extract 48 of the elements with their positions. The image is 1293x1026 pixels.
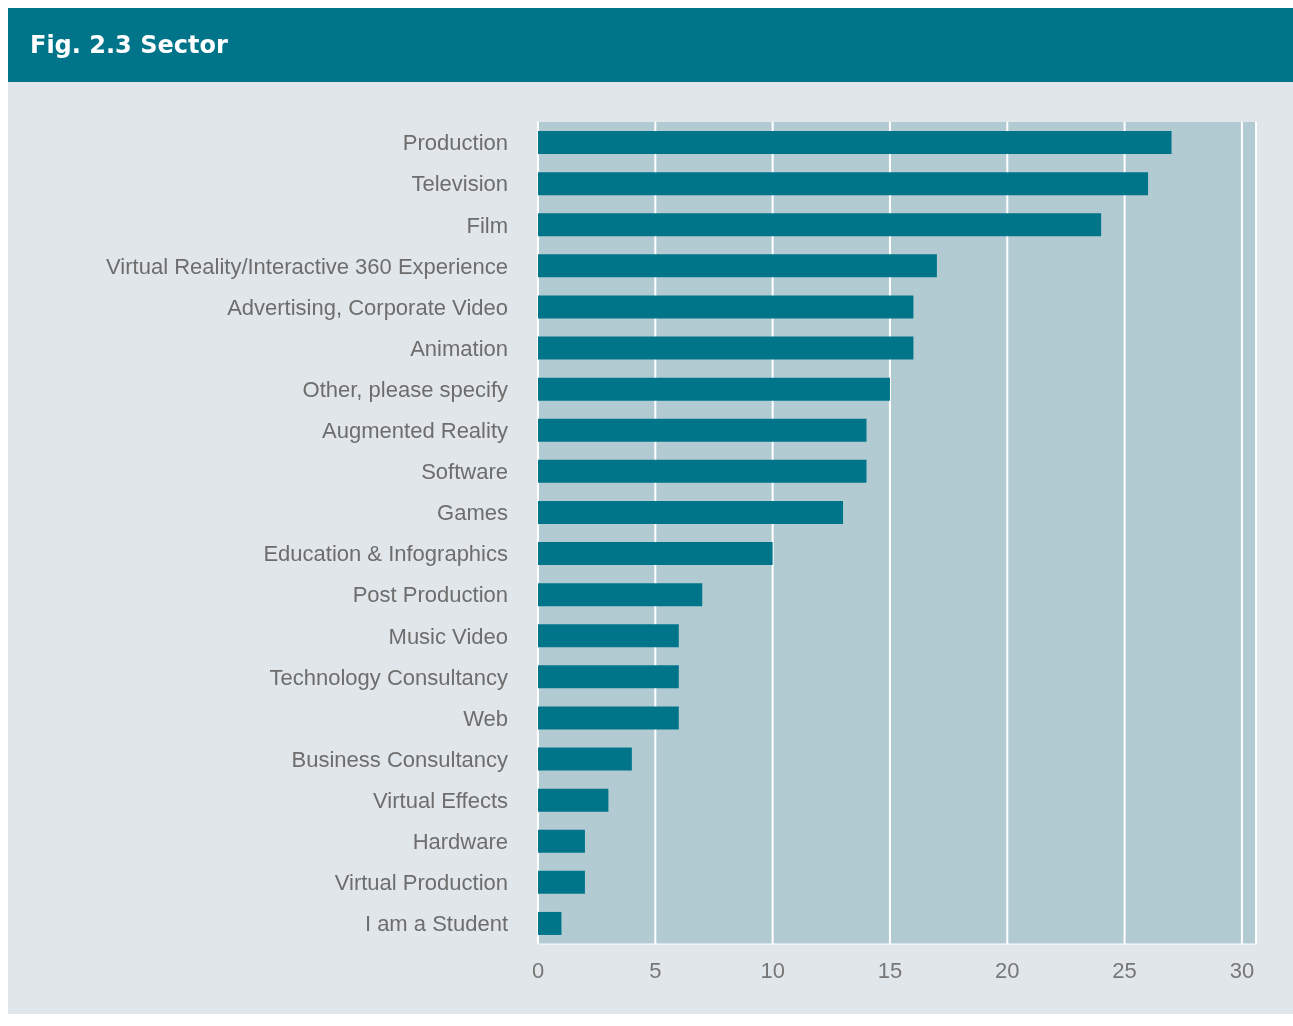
x-tick-label: 0 bbox=[531, 957, 545, 983]
bar bbox=[538, 542, 773, 566]
y-tick-label: I am a Student bbox=[364, 911, 508, 937]
text: Fig. 2.3 Sector bbox=[8, 8, 1293, 82]
bar bbox=[538, 583, 703, 607]
y-tick-label: Production bbox=[402, 130, 508, 156]
y-tick-label: Software bbox=[421, 459, 508, 485]
x-tick-label: 30 bbox=[1229, 957, 1255, 983]
bar bbox=[538, 336, 914, 360]
x-tick-label: 25 bbox=[1112, 957, 1137, 983]
y-tick-label: Television bbox=[411, 171, 508, 197]
y-tick-label: Hardware bbox=[412, 829, 508, 855]
bar bbox=[538, 911, 562, 935]
bar bbox=[538, 706, 679, 730]
y-tick-label: Virtual Reality/Interactive 360 Experience bbox=[106, 253, 508, 279]
y-tick-label: Post Production bbox=[352, 582, 508, 608]
y-tick-label: Augmented Reality bbox=[322, 418, 508, 444]
x-tick-label: 20 bbox=[995, 957, 1020, 983]
y-tick-label: Music Video bbox=[388, 623, 508, 649]
bar bbox=[538, 747, 632, 771]
bar bbox=[538, 500, 844, 524]
bar bbox=[538, 377, 890, 401]
y-tick-label: Animation bbox=[410, 335, 508, 361]
bar bbox=[538, 213, 1102, 237]
y-tick-label: Advertising, Corporate Video bbox=[227, 294, 508, 320]
bar bbox=[538, 624, 679, 648]
y-tick-label: Technology Consultancy bbox=[269, 664, 508, 690]
y-tick-label: Virtual Production bbox=[334, 870, 508, 896]
bar bbox=[538, 131, 1172, 155]
y-tick-label: Other, please specify bbox=[302, 376, 508, 402]
x-tick-label: 15 bbox=[877, 957, 903, 983]
bar bbox=[538, 829, 585, 853]
y-tick-label: Education & Infographics bbox=[263, 541, 508, 567]
y-tick-label: Web bbox=[463, 705, 508, 731]
x-tick-label: 5 bbox=[649, 957, 662, 983]
x-tick-label: 10 bbox=[760, 957, 785, 983]
y-tick-label: Business Consultancy bbox=[291, 746, 508, 772]
y-tick-label: Film bbox=[466, 212, 508, 238]
bar bbox=[538, 295, 914, 319]
bar bbox=[538, 788, 609, 812]
y-tick-label: Games bbox=[437, 500, 508, 526]
bar bbox=[538, 870, 585, 894]
y-tick-label: Virtual Effects bbox=[373, 787, 508, 813]
bar bbox=[538, 459, 867, 483]
bar bbox=[538, 418, 867, 442]
bar bbox=[538, 172, 1149, 196]
bar bbox=[538, 254, 937, 278]
bar bbox=[538, 665, 679, 689]
